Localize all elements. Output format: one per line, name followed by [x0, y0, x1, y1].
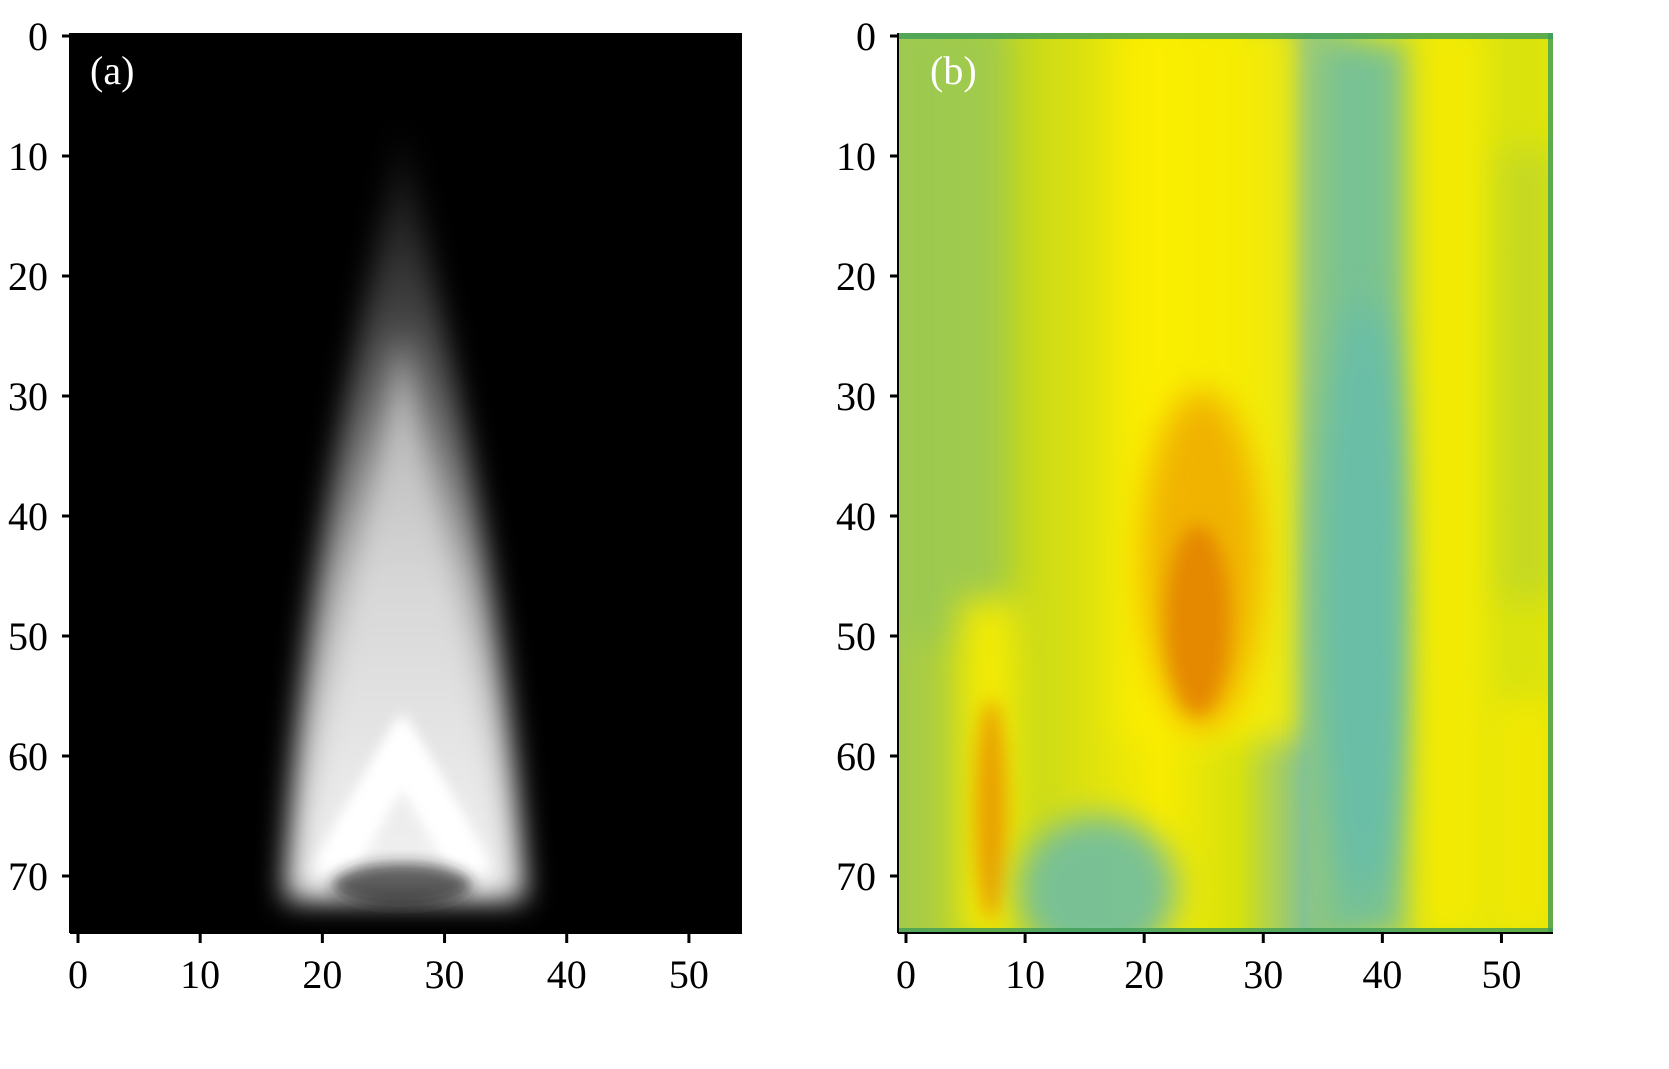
y-tick-label: 50 [836, 614, 876, 659]
y-tick-label: 50 [8, 614, 48, 659]
panel-a-plume [285, 110, 525, 907]
b-right-yellow-bottom [1490, 700, 1553, 933]
x-tick-label: 0 [68, 952, 88, 997]
b-bottom-edge [898, 928, 1553, 933]
x-tick-label: 50 [1481, 952, 1521, 997]
panel-a-x-ticks: 0 10 20 30 40 50 [68, 933, 709, 997]
panel-b-heatmap: (b) 0 10 20 30 40 50 0 10 20 30 40 50 60 70 [836, 14, 1553, 997]
b-band-high-right [1420, 33, 1490, 933]
panel-b-field [898, 33, 1553, 933]
panel-a-heatmap: (a) 0 10 20 30 40 50 0 10 20 30 40 50 60 70 [8, 14, 742, 997]
y-tick-label: 10 [8, 134, 48, 179]
panel-b-y-ticks: 0 10 20 30 40 50 60 70 [836, 14, 898, 899]
x-tick-label: 30 [1243, 952, 1283, 997]
y-tick-label: 20 [8, 254, 48, 299]
panel-a-label: (a) [90, 48, 134, 93]
plume-inner [305, 330, 505, 890]
y-tick-label: 60 [8, 734, 48, 779]
y-tick-label: 30 [8, 374, 48, 419]
x-tick-label: 10 [1005, 952, 1045, 997]
b-left-green-strip [898, 33, 1008, 640]
plume-base-shadow [332, 863, 472, 907]
y-tick-label: 30 [836, 374, 876, 419]
b-right-green-strip [1500, 150, 1553, 600]
y-tick-label: 0 [856, 14, 876, 59]
b-band-low-core [1320, 300, 1410, 900]
x-tick-label: 10 [180, 952, 220, 997]
plume-chevron-core [320, 720, 485, 870]
y-tick-label: 70 [8, 854, 48, 899]
y-tick-label: 40 [836, 494, 876, 539]
y-tick-label: 60 [836, 734, 876, 779]
x-tick-label: 30 [425, 952, 465, 997]
b-blob-low-bottom [1018, 815, 1178, 933]
b-top-edge [898, 33, 1553, 39]
x-tick-label: 40 [547, 952, 587, 997]
x-tick-label: 20 [302, 952, 342, 997]
x-tick-label: 40 [1362, 952, 1402, 997]
panel-a-y-ticks: 0 10 20 30 40 50 60 70 [8, 14, 70, 899]
y-tick-label: 0 [28, 14, 48, 59]
b-blob-peak-center [1166, 525, 1230, 715]
y-tick-label: 20 [836, 254, 876, 299]
x-tick-label: 0 [896, 952, 916, 997]
x-tick-label: 20 [1124, 952, 1164, 997]
b-right-edge [1548, 33, 1553, 933]
b-blob-high-left [975, 700, 1007, 920]
y-tick-label: 40 [8, 494, 48, 539]
x-tick-label: 50 [669, 952, 709, 997]
panel-b-x-ticks: 0 10 20 30 40 50 [896, 933, 1521, 997]
panel-b-label: (b) [930, 48, 977, 93]
y-tick-label: 10 [836, 134, 876, 179]
y-tick-label: 70 [836, 854, 876, 899]
